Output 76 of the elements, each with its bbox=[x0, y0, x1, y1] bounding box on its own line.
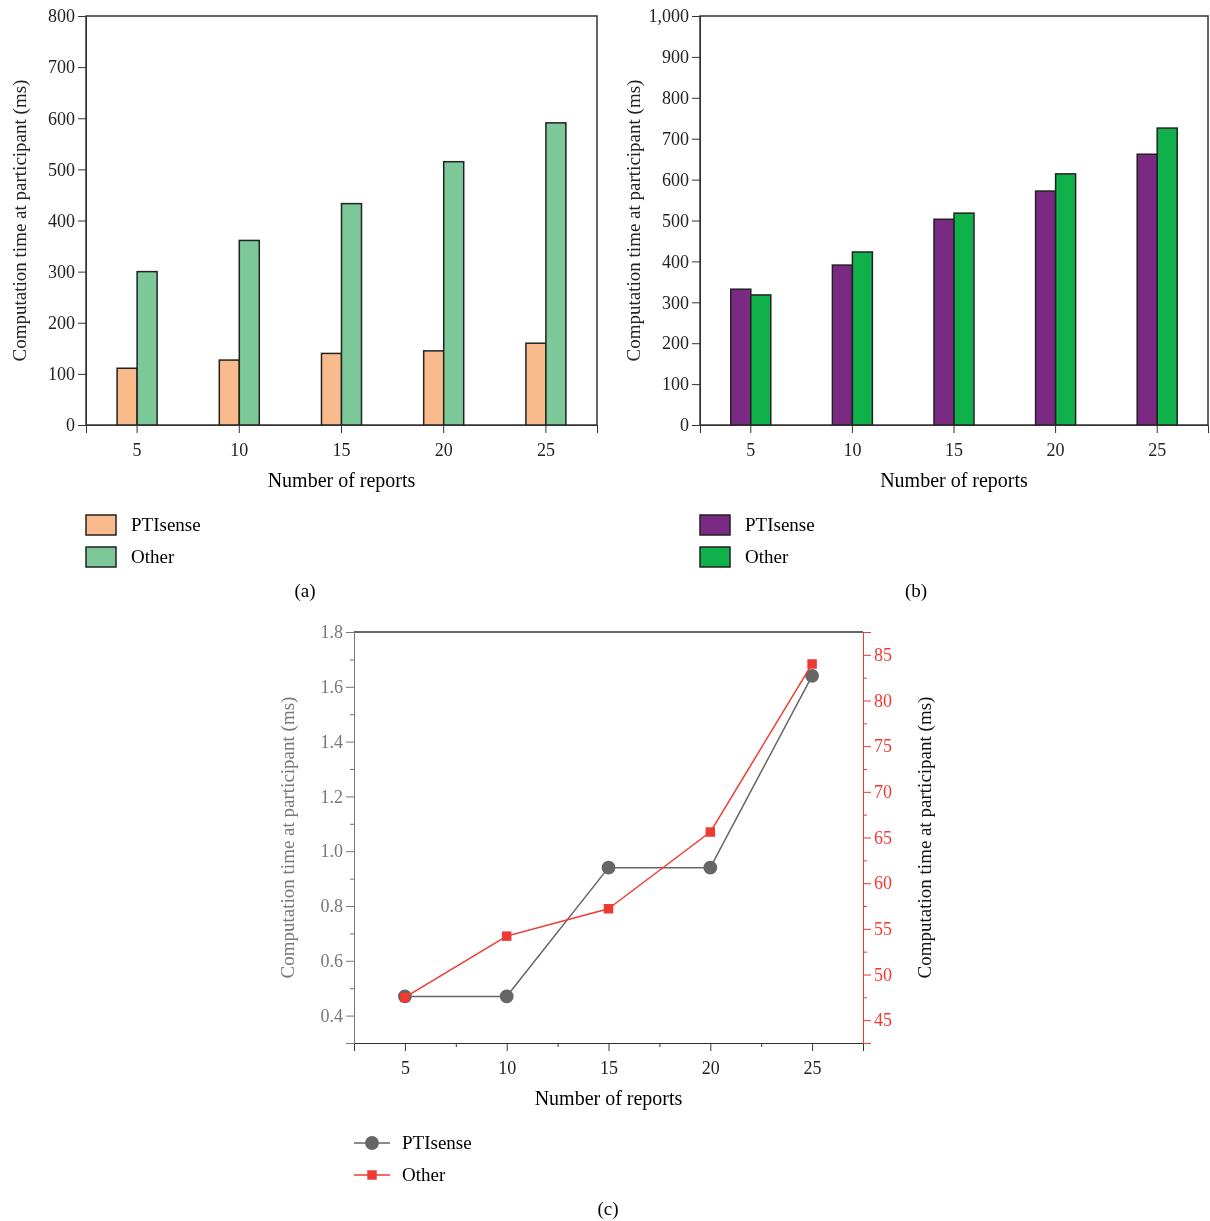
y-axis-title: Computation time at participant (ms) bbox=[9, 79, 31, 362]
text: (b) bbox=[904, 580, 928, 602]
y-tick-label: 1.8 bbox=[320, 622, 343, 643]
y-tick-label: 0.4 bbox=[320, 1005, 343, 1026]
x-tick-label: 15 bbox=[332, 439, 351, 460]
y-tick-label: 500 bbox=[662, 210, 689, 231]
legend-label: PTIsense bbox=[402, 1132, 472, 1153]
point bbox=[805, 668, 820, 683]
y-tick-label: 300 bbox=[662, 292, 689, 313]
x-tick-label: 20 bbox=[1046, 439, 1065, 460]
x-tick-label: 25 bbox=[803, 1057, 822, 1078]
text: (c) bbox=[597, 1198, 619, 1220]
y-tick-label: 100 bbox=[48, 364, 75, 385]
point bbox=[601, 860, 616, 875]
y-tick-label: 0 bbox=[680, 415, 689, 436]
y-axis-title: Computation time at participant (ms) bbox=[277, 696, 299, 979]
y-tick-label: 500 bbox=[48, 159, 75, 180]
y-tick-label: 1.4 bbox=[320, 731, 343, 752]
y2-tick-label: 85 bbox=[874, 645, 892, 666]
y2-axis-title: Computation time at participant (ms) bbox=[914, 696, 936, 979]
point bbox=[705, 827, 716, 837]
y2-tick-label: 55 bbox=[874, 919, 892, 940]
x-tick-label: 25 bbox=[1148, 439, 1167, 460]
point bbox=[499, 989, 514, 1004]
y-tick-label: 200 bbox=[662, 333, 689, 354]
y-tick-label: 600 bbox=[48, 108, 75, 129]
y2-tick-label: 80 bbox=[874, 690, 892, 711]
y-tick-label: 700 bbox=[662, 128, 689, 149]
x-tick-label: 15 bbox=[600, 1057, 618, 1078]
y-tick-label: 0.6 bbox=[320, 951, 343, 972]
y-tick-label: 300 bbox=[48, 261, 75, 282]
point bbox=[703, 860, 718, 875]
y-tick-label: 600 bbox=[662, 169, 689, 190]
y2-tick-label: 65 bbox=[874, 827, 892, 848]
legend-label: Other bbox=[402, 1164, 446, 1185]
y-tick-label: 1.2 bbox=[320, 786, 343, 807]
y-tick-label: 900 bbox=[662, 47, 689, 68]
y2-tick-label: 70 bbox=[874, 782, 892, 803]
x-axis-title: Number of reports bbox=[267, 469, 416, 492]
x-tick-label: 10 bbox=[498, 1057, 517, 1078]
x-tick-label: 25 bbox=[536, 439, 555, 460]
y2-tick-label: 60 bbox=[874, 873, 892, 894]
y-tick-label: 400 bbox=[662, 251, 689, 272]
y-tick-label: 1,000 bbox=[648, 6, 689, 27]
point bbox=[807, 659, 817, 669]
x-tick-label: 5 bbox=[400, 1057, 410, 1078]
point bbox=[501, 931, 512, 941]
x-axis-title: Number of reports bbox=[534, 1087, 683, 1110]
y-tick-label: 1.0 bbox=[320, 841, 343, 862]
y2-tick-label: 75 bbox=[874, 736, 892, 757]
legend-label: Other bbox=[131, 546, 175, 567]
text: (a) bbox=[294, 580, 316, 602]
y-tick-label: 800 bbox=[662, 88, 689, 109]
y-tick-label: 400 bbox=[48, 210, 75, 231]
y-tick-label: 0.8 bbox=[320, 896, 343, 917]
x-axis-title: Number of reports bbox=[880, 469, 1029, 492]
legend-label: PTIsense bbox=[745, 514, 815, 535]
legend-label: Other bbox=[745, 546, 789, 567]
y-axis-title: Computation time at participant (ms) bbox=[623, 79, 645, 362]
x-tick-label: 20 bbox=[434, 439, 453, 460]
y-tick-label: 1.6 bbox=[320, 677, 343, 698]
y2-tick-label: 50 bbox=[874, 964, 892, 985]
y2-tick-label: 45 bbox=[874, 1010, 892, 1031]
legend-label: PTIsense bbox=[131, 514, 201, 535]
y-tick-label: 800 bbox=[48, 6, 75, 27]
x-tick-label: 5 bbox=[746, 439, 756, 460]
x-tick-label: 15 bbox=[945, 439, 963, 460]
y-tick-label: 100 bbox=[662, 374, 689, 395]
y-tick-label: 200 bbox=[48, 313, 75, 334]
x-tick-label: 10 bbox=[230, 439, 249, 460]
x-tick-label: 10 bbox=[843, 439, 862, 460]
y-tick-label: 700 bbox=[48, 57, 75, 78]
x-tick-label: 5 bbox=[132, 439, 142, 460]
y-tick-label: 0 bbox=[66, 415, 75, 436]
x-tick-label: 20 bbox=[701, 1057, 720, 1078]
point bbox=[603, 904, 614, 914]
